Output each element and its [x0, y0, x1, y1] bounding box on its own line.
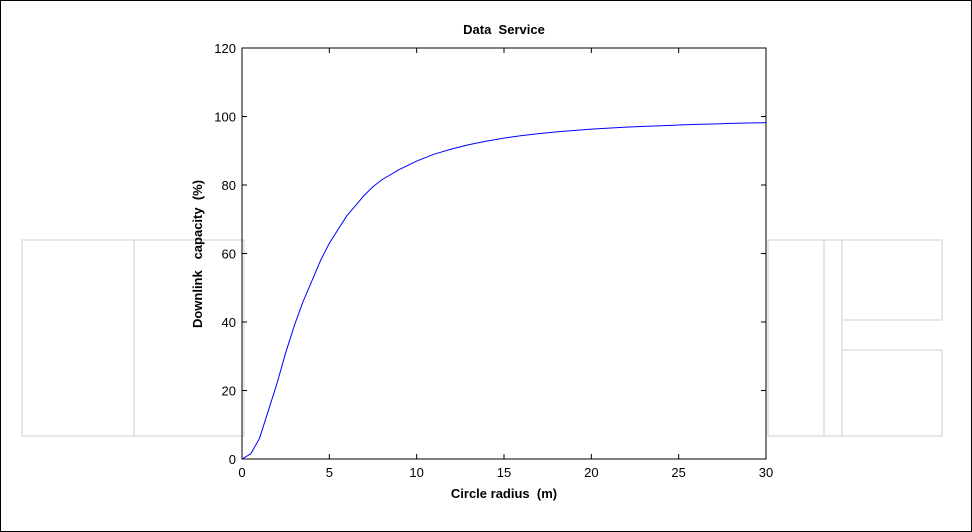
x-tick-label: 15 — [497, 465, 511, 480]
x-tick-label: 25 — [671, 465, 685, 480]
axis-ticks: 0 5 10 15 20 25 30 0 20 40 60 80 100 120 — [214, 41, 773, 480]
y-tick-label: 40 — [222, 315, 236, 330]
watermark — [21, 239, 943, 437]
x-tick-label: 20 — [584, 465, 598, 480]
y-tick-label: 0 — [229, 452, 236, 467]
x-tick-label: 30 — [759, 465, 773, 480]
plot-area — [241, 47, 767, 460]
x-tick-label: 10 — [409, 465, 423, 480]
x-tick-label: 0 — [238, 465, 245, 480]
x-tick-label: 5 — [326, 465, 333, 480]
y-axis-label: Downlink capacity (%) — [190, 180, 205, 328]
series-line — [241, 122, 767, 460]
chart-title: Data Service — [463, 22, 545, 37]
y-tick-label: 100 — [214, 110, 236, 125]
y-tick-label: 80 — [222, 178, 236, 193]
y-tick-label: 60 — [222, 247, 236, 262]
y-tick-label: 20 — [222, 384, 236, 399]
y-tick-label: 120 — [214, 41, 236, 56]
x-axis-label: Circle radius (m) — [451, 486, 557, 501]
